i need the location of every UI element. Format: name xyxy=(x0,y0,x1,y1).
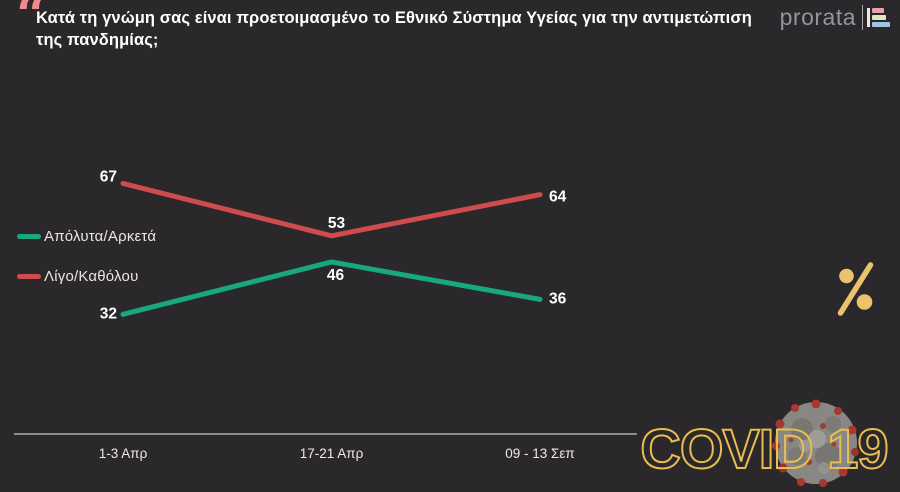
series-line-1 xyxy=(120,180,543,239)
legend-label-red: Λίγο/Καθόλου xyxy=(44,268,139,285)
coronavirus-image xyxy=(772,399,859,487)
x-axis-label: 09 - 13 Σεπ xyxy=(505,446,574,461)
covid19-text: COVID 19 xyxy=(640,417,887,480)
data-label: 36 xyxy=(549,290,567,307)
series-line-0 xyxy=(120,259,543,317)
x-axis-label: 1-3 Απρ xyxy=(99,446,148,461)
page-title: Κατά τη γνώμη σας είναι προετοιμασμένο τ… xyxy=(36,9,752,49)
data-label: 32 xyxy=(100,305,117,322)
logo-divider xyxy=(862,5,863,30)
logo-bar-cream xyxy=(872,15,886,20)
data-label: 64 xyxy=(549,189,567,206)
quote-icon: “ xyxy=(16,0,47,47)
legend-swatch-green xyxy=(17,233,41,240)
legend-item-red: Λίγο/Καθόλου xyxy=(17,268,138,285)
legend-label-green: Απόλυτα/Αρκετά xyxy=(44,228,157,245)
prorata-logo: prorata xyxy=(780,4,890,31)
logo-bar-blue xyxy=(872,22,890,27)
logo-bar-pink xyxy=(872,8,884,13)
bar-chart-icon xyxy=(867,8,890,27)
legend-swatch-red xyxy=(17,273,41,280)
data-label: 67 xyxy=(100,168,117,185)
prorata-logo-text: prorata xyxy=(779,4,856,30)
x-axis-label: 17-21 Απρ xyxy=(300,446,364,461)
data-label: 46 xyxy=(327,267,345,284)
legend-item-green: Απόλυτα/Αρκετά xyxy=(17,228,156,245)
data-label: 53 xyxy=(328,215,346,232)
covid19-badge: COVID 19 xyxy=(639,416,889,481)
percent-icon xyxy=(837,262,874,316)
